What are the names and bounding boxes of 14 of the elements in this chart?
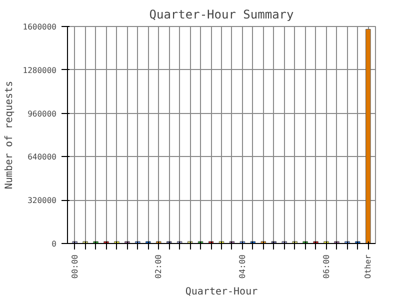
x-axis-title: Quarter-Hour: [185, 286, 258, 298]
x-tick-label: Other: [364, 254, 373, 279]
x-tick-label: 00:00: [70, 254, 80, 279]
y-tick-label: 1280000: [22, 66, 57, 75]
y-axis-title: Number of requests: [4, 80, 15, 190]
x-tick-label: 06:00: [322, 254, 331, 279]
x-tick-label: 04:00: [238, 254, 247, 279]
y-tick-label: 960000: [28, 109, 57, 118]
y-tick-label: 1600000: [22, 22, 57, 32]
chart-title: Quarter-Hour Summary: [149, 8, 294, 22]
y-tick-label: 640000: [28, 152, 57, 162]
y-tick-label: 0: [52, 240, 57, 248]
x-tick-label: 02:00: [154, 254, 164, 279]
y-tick-label: 320000: [28, 196, 57, 206]
